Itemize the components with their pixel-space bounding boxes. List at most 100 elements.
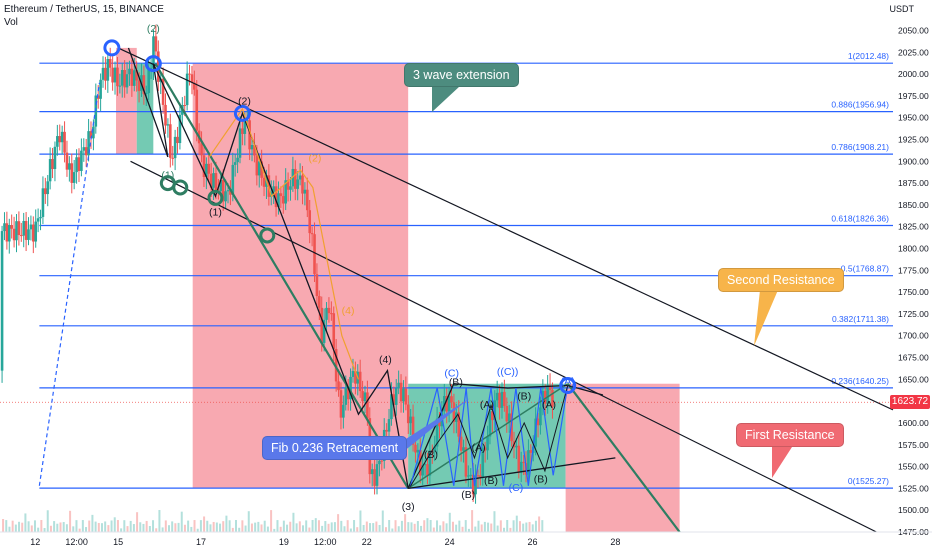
candle-body xyxy=(171,157,175,159)
volume-bar xyxy=(8,526,11,532)
candle-body xyxy=(493,400,497,421)
candle-body xyxy=(17,221,21,236)
volume-bar xyxy=(72,526,75,532)
candle-body xyxy=(293,168,297,189)
candle-body xyxy=(306,189,309,211)
volume-bar xyxy=(225,515,228,532)
candle-body xyxy=(161,78,165,105)
candle-body xyxy=(231,164,235,195)
wave-label: (B) xyxy=(449,376,463,388)
volume-bar xyxy=(30,525,33,532)
candle-body xyxy=(60,131,64,143)
volume-bar xyxy=(46,510,49,532)
candle-body xyxy=(164,104,167,126)
wave-pivot-circle[interactable] xyxy=(172,179,189,196)
candle-body xyxy=(459,436,463,451)
candle-body xyxy=(154,36,158,52)
candle-body xyxy=(70,163,74,183)
callout-wave-extension[interactable]: 3 wave extension xyxy=(404,63,519,87)
volume-bar xyxy=(53,521,56,532)
wave-pivot-circle[interactable] xyxy=(233,104,251,122)
candle-body xyxy=(411,416,415,445)
wave-label: (C) xyxy=(444,368,459,380)
candle-body xyxy=(332,313,336,350)
candle-body xyxy=(51,159,54,170)
candle-body xyxy=(7,225,11,242)
callout-fib-retracement[interactable]: Fib 0.236 Retracement xyxy=(262,436,408,460)
wave-label: (2) xyxy=(238,96,251,108)
candle-body xyxy=(474,475,477,495)
candle-body xyxy=(308,210,312,234)
candle-body xyxy=(380,460,384,462)
volume-bar xyxy=(496,525,499,532)
x-tick-label: 12:00 xyxy=(65,537,88,547)
callout-first-resistance[interactable]: First Resistance xyxy=(736,423,844,447)
candle-body xyxy=(507,413,511,422)
volume-bar xyxy=(531,524,534,532)
volume-bar xyxy=(107,525,110,532)
volume-bar xyxy=(503,527,506,532)
candle-body xyxy=(370,469,374,475)
volume-bar xyxy=(49,525,52,532)
volume-bar xyxy=(436,520,439,532)
volume-bar xyxy=(420,525,423,532)
volume-bar xyxy=(91,514,94,532)
fib-label: 0.382(1711.38) xyxy=(832,314,889,324)
wave-pivot-circle[interactable] xyxy=(103,39,121,57)
volume-bar xyxy=(263,520,266,532)
volume-bar xyxy=(439,525,442,532)
candle-body xyxy=(392,394,396,405)
volume-bar xyxy=(40,520,43,532)
wave-pivot-circle[interactable] xyxy=(207,189,224,206)
candle-body xyxy=(214,173,218,191)
fib-label: 0.886(1956.94) xyxy=(831,100,889,110)
volume-bar xyxy=(56,523,59,532)
volume-bar xyxy=(37,527,40,532)
candle-body xyxy=(236,157,239,163)
volume-bar xyxy=(394,520,397,532)
candle-body xyxy=(342,404,345,418)
candle-body xyxy=(53,146,57,170)
candle-body xyxy=(483,447,487,451)
wave-pivot-circle[interactable] xyxy=(259,227,276,244)
wave-label: (2) xyxy=(309,152,322,164)
callout-pointer xyxy=(754,290,778,346)
candle-body xyxy=(80,150,83,171)
y-tick-label: 1825.00 xyxy=(898,222,929,232)
y-tick-label: 1500.00 xyxy=(898,505,929,515)
callout-pointer xyxy=(432,84,460,112)
y-tick-label: 1725.00 xyxy=(898,309,929,319)
fib-label: 0(1525.27) xyxy=(848,476,889,486)
volume-bar xyxy=(522,523,525,532)
candle-body xyxy=(315,274,319,297)
wave-label: (B) xyxy=(534,473,548,485)
x-tick-label: 19 xyxy=(279,537,289,547)
wave-pivot-circle[interactable] xyxy=(144,55,162,73)
volume-bar xyxy=(493,511,496,532)
candle-body xyxy=(330,313,333,315)
volume-bar xyxy=(480,524,483,532)
black-wave-zigzag xyxy=(127,47,409,489)
fib-label: 0.618(1826.36) xyxy=(831,214,889,224)
volume-bar xyxy=(432,527,435,532)
candle-body xyxy=(286,180,290,190)
candle-body xyxy=(77,157,81,171)
candle-body xyxy=(464,447,468,477)
candle-body xyxy=(277,193,280,208)
candle-body xyxy=(207,163,211,174)
volume-bar xyxy=(18,521,21,532)
candle-body xyxy=(539,407,542,426)
candle-body xyxy=(248,120,251,150)
callout-second-resistance[interactable]: Second Resistance xyxy=(718,268,844,292)
candle-body xyxy=(337,381,340,391)
volume-bar xyxy=(250,523,253,532)
candle-body xyxy=(351,371,355,377)
symbol-title[interactable]: Ethereum / TetherUS, 15, BINANCE xyxy=(4,4,164,15)
wave-pivot-circle[interactable] xyxy=(559,376,577,394)
volume-bar xyxy=(337,514,340,532)
volume-bar xyxy=(365,521,368,532)
price-axis-bg xyxy=(893,0,932,550)
volume-bar xyxy=(541,520,544,532)
lower-channel-line xyxy=(130,160,877,533)
